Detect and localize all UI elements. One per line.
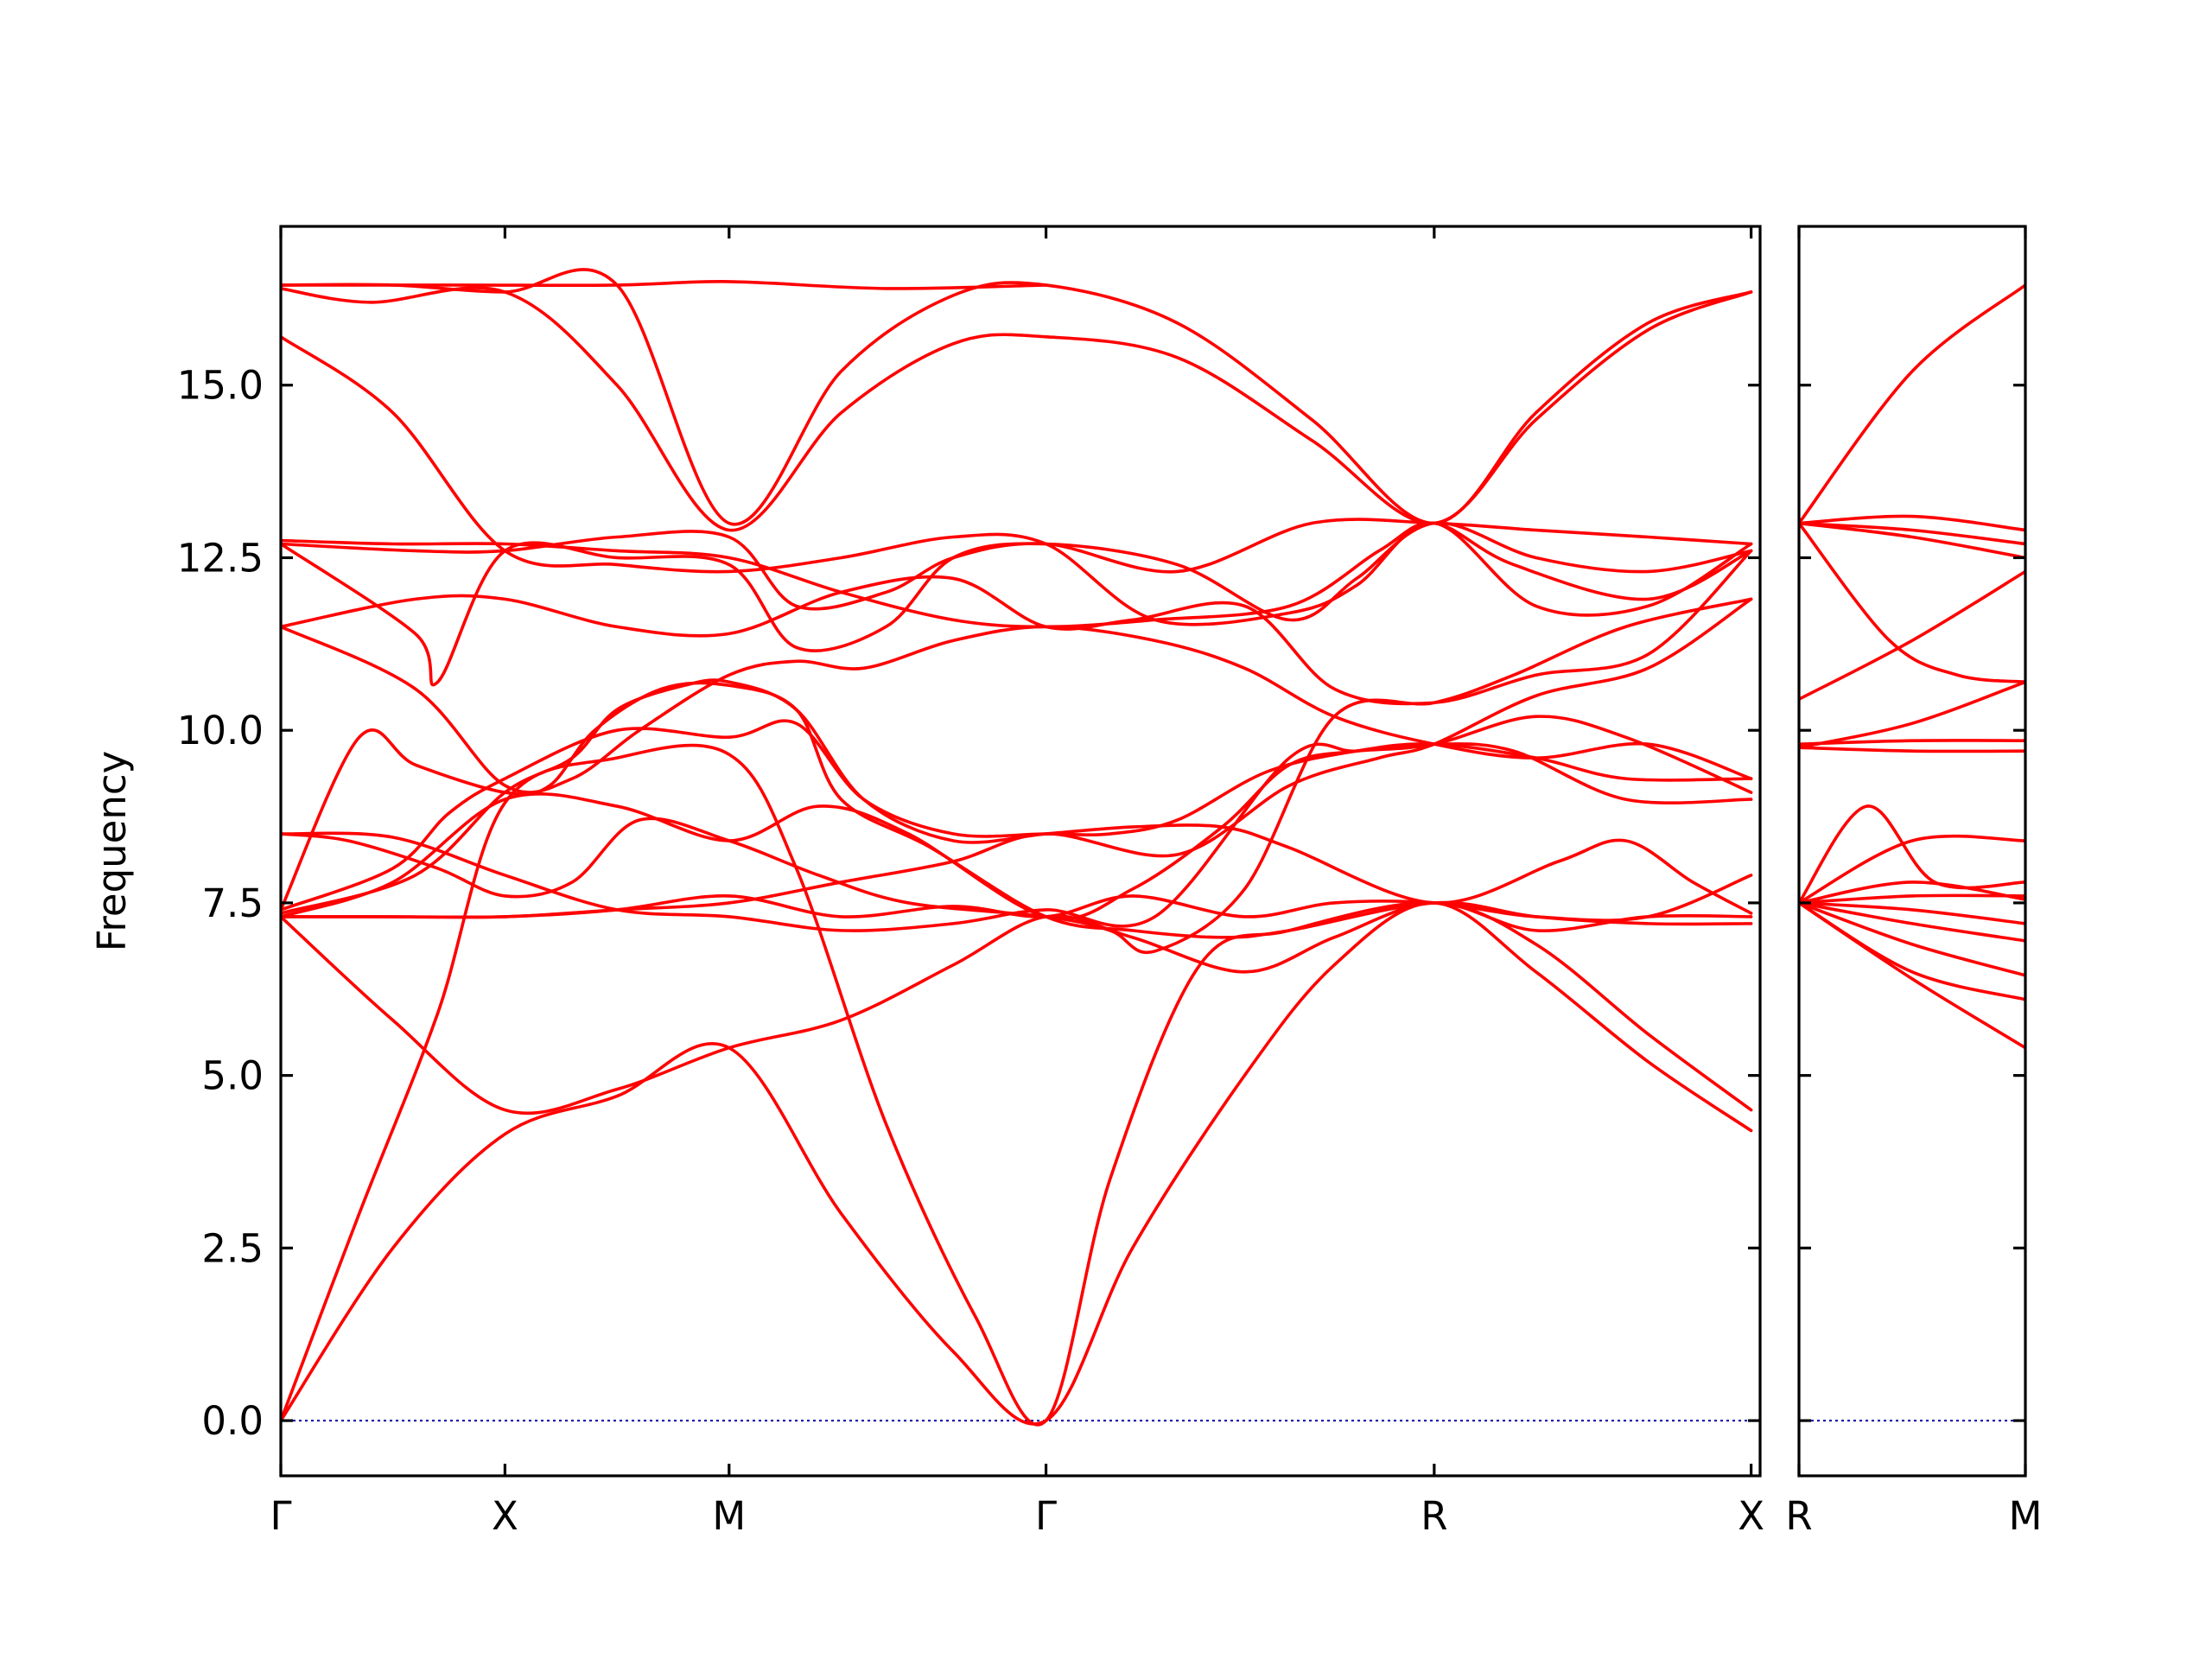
y-tick-label: 7.5 bbox=[201, 880, 264, 926]
band-line-17 bbox=[1799, 514, 2025, 532]
band-line-7 bbox=[281, 742, 1753, 921]
band-line-15 bbox=[281, 521, 1753, 687]
band-line-17 bbox=[281, 335, 1753, 626]
band-line-16 bbox=[1799, 521, 2025, 546]
y-tick-label: 15.0 bbox=[177, 363, 264, 409]
band-line-8 bbox=[281, 715, 1753, 932]
band-line-3 bbox=[1799, 901, 2025, 977]
band-line-15 bbox=[1799, 521, 2025, 560]
x-tick-label: R bbox=[1421, 1493, 1447, 1539]
band-line-9 bbox=[281, 597, 1753, 955]
band-line-5 bbox=[1799, 901, 2025, 925]
band-line-2 bbox=[281, 743, 1753, 1427]
band-line-2 bbox=[1799, 901, 2025, 1001]
x-tick-label: X bbox=[492, 1493, 518, 1539]
band-line-4 bbox=[1799, 901, 2025, 943]
axes-frame bbox=[1797, 225, 2027, 1478]
y-axis-title: Frequency bbox=[89, 751, 135, 951]
band-line-12 bbox=[1799, 680, 2025, 749]
x-tick-label: M bbox=[712, 1493, 746, 1539]
y-tick-label: 5.0 bbox=[201, 1053, 264, 1099]
band-line-8 bbox=[1799, 834, 2025, 905]
x-tick-label: Γ bbox=[270, 1493, 291, 1539]
panel-left: 0.0 2.5 5.0 7.5 10.0 12.5 15.0 Γ X M Γ R X bbox=[177, 225, 1764, 1539]
band-line-1 bbox=[281, 901, 1753, 1426]
bands-group bbox=[1799, 283, 2025, 1050]
band-line-11 bbox=[281, 597, 1753, 919]
band-line-7 bbox=[1799, 880, 2025, 905]
band-line-18 bbox=[1799, 283, 2025, 525]
y-tick-label: 2.5 bbox=[201, 1225, 264, 1271]
x-tick-label: R bbox=[1785, 1493, 1812, 1539]
y-tick-label: 10.0 bbox=[177, 708, 264, 753]
band-line-14 bbox=[1799, 521, 2025, 684]
band-line-20 bbox=[281, 280, 1048, 290]
y-tick-label: 12.5 bbox=[177, 535, 264, 581]
x-tick-label: X bbox=[1738, 1493, 1764, 1539]
band-line-16 bbox=[281, 521, 1753, 629]
y-tick-label: 0.0 bbox=[201, 1398, 264, 1444]
axes-frame bbox=[279, 225, 1762, 1478]
band-line-10 bbox=[281, 874, 1753, 922]
band-line-18 bbox=[281, 286, 1753, 532]
band-line-10 bbox=[1799, 746, 2025, 753]
band-line-13 bbox=[1799, 569, 2025, 702]
bands-group bbox=[281, 268, 1753, 1427]
band-line-14 bbox=[281, 518, 1753, 611]
band-line-5 bbox=[281, 719, 1753, 912]
band-line-19 bbox=[281, 268, 1753, 526]
band-line-3 bbox=[281, 901, 1753, 1116]
band-line-13 bbox=[281, 625, 1753, 794]
x-tick-label: M bbox=[2009, 1493, 2043, 1539]
band-line-4 bbox=[281, 678, 1753, 915]
x-tick-label: Γ bbox=[1035, 1493, 1057, 1539]
band-line-9 bbox=[1799, 804, 2025, 905]
